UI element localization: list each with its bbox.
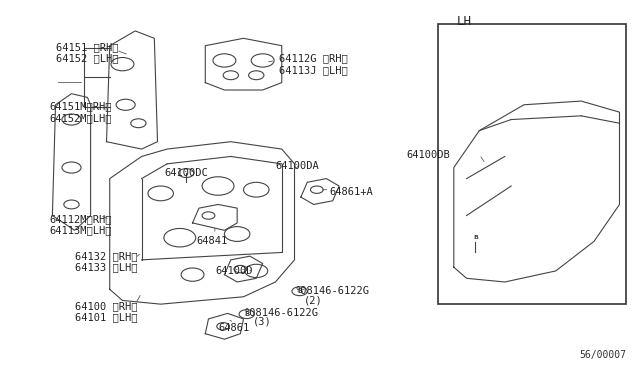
Text: 64861+A: 64861+A [330,186,373,196]
Text: 64101 〈LH〉: 64101 〈LH〉 [75,312,137,322]
Text: 64841: 64841 [196,236,227,246]
Text: 64113J 〈LH〉: 64113J 〈LH〉 [278,65,348,75]
Text: 64152 〈LH〉: 64152 〈LH〉 [56,54,118,64]
Text: 64113M〈LH〉: 64113M〈LH〉 [49,225,112,235]
Text: 64861: 64861 [218,323,250,333]
Text: 64100DC: 64100DC [164,168,207,178]
Text: LH: LH [457,15,472,28]
Text: 64100D: 64100D [215,266,253,276]
Text: B: B [244,311,250,317]
Text: 64100DA: 64100DA [275,161,319,171]
Text: 64112M〈RH〉: 64112M〈RH〉 [49,214,112,224]
Text: 64132 〈RH〉: 64132 〈RH〉 [75,251,137,261]
Text: (2): (2) [304,295,323,305]
Text: 64133 〈LH〉: 64133 〈LH〉 [75,262,137,272]
Text: 64151 〈RH〉: 64151 〈RH〉 [56,42,118,52]
Text: 56/00007: 56/00007 [579,350,626,359]
Text: 64152M〈LH〉: 64152M〈LH〉 [49,113,112,123]
Text: (3): (3) [253,317,272,327]
Text: 64112G 〈RH〉: 64112G 〈RH〉 [278,54,348,64]
Text: °08146-6122G: °08146-6122G [244,308,319,318]
Text: B: B [297,288,302,294]
Text: 64100DB: 64100DB [406,150,450,160]
Text: 64151M〈RH〉: 64151M〈RH〉 [49,102,112,112]
Text: °08146-6122G: °08146-6122G [294,286,369,296]
Text: 64100 〈RH〉: 64100 〈RH〉 [75,301,137,311]
Bar [438,23,626,304]
Text: B: B [473,235,478,240]
